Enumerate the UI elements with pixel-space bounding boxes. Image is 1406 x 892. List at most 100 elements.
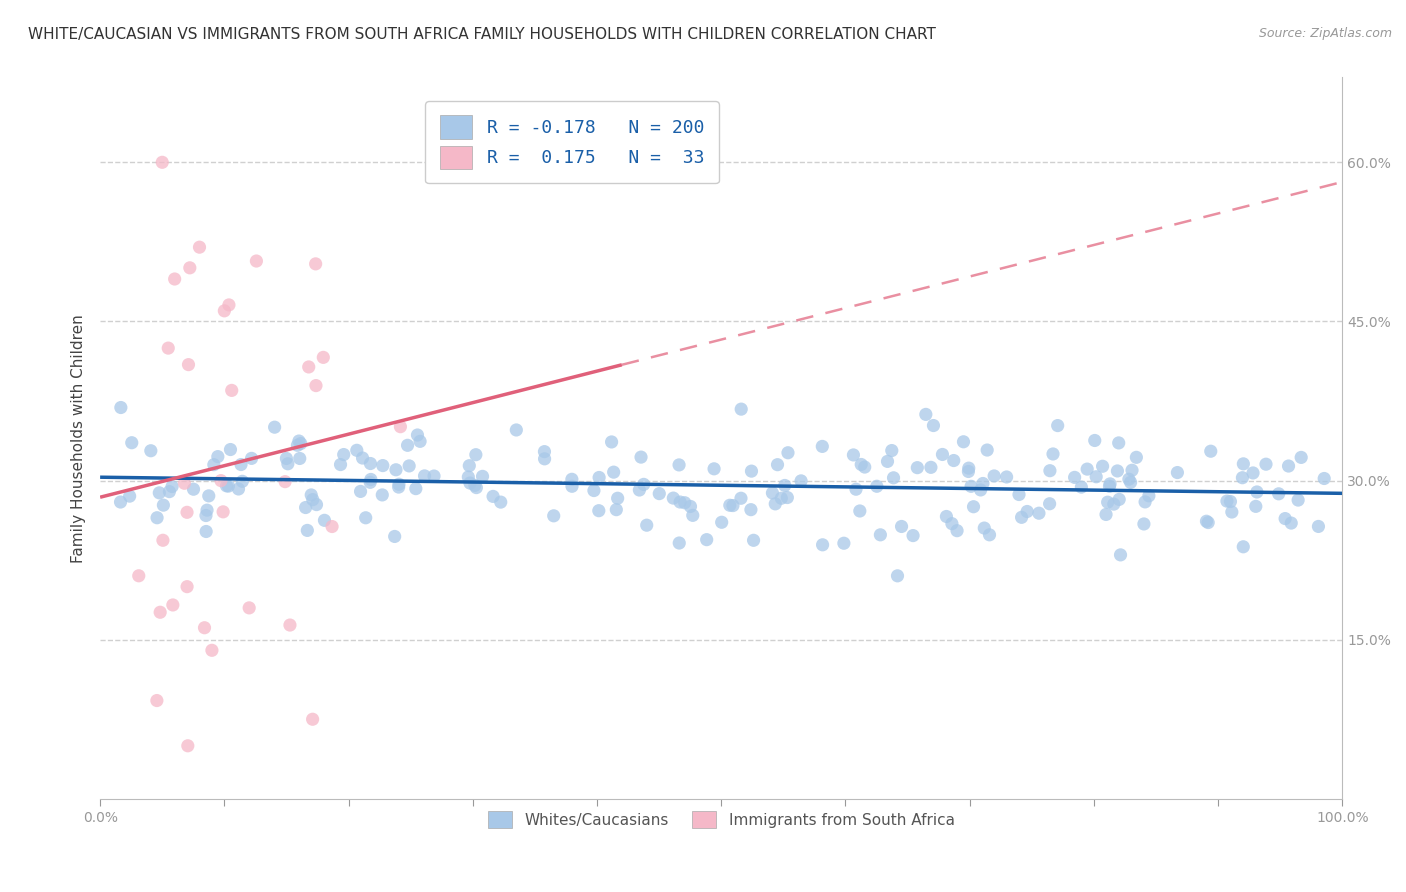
Point [195,503,218,517]
Point [1102,497,1125,511]
Point [561,472,583,486]
Point [1070,480,1092,494]
Point [914,408,936,422]
Point [304,257,326,271]
Point [464,478,486,492]
Point [177,358,200,372]
Text: Source: ZipAtlas.com: Source: ZipAtlas.com [1258,27,1392,40]
Point [202,458,225,472]
Point [294,500,316,515]
Point [359,457,381,471]
Point [349,484,371,499]
Point [1232,457,1254,471]
Point [718,498,741,512]
Point [389,419,412,434]
Point [922,418,945,433]
Point [409,434,432,449]
Point [388,477,411,491]
Point [710,516,733,530]
Point [1199,444,1222,458]
Point [287,438,309,452]
Point [217,479,239,493]
Point [721,499,744,513]
Point [886,569,908,583]
Point [1166,466,1188,480]
Point [1232,471,1254,485]
Point [148,486,170,500]
Point [742,533,765,548]
Point [946,524,969,538]
Point [776,491,799,505]
Point [301,492,323,507]
Point [995,470,1018,484]
Point [371,458,394,473]
Point [880,443,903,458]
Point [832,536,855,550]
Point [1308,519,1330,533]
Point [1289,450,1312,465]
Point [1277,458,1299,473]
Point [489,495,512,509]
Point [238,600,260,615]
Point [1197,516,1219,530]
Point [588,470,610,484]
Point [730,491,752,506]
Point [845,482,868,496]
Point [730,402,752,417]
Point [163,272,186,286]
Point [668,458,690,472]
Point [1121,463,1143,477]
Point [212,505,235,519]
Point [110,495,132,509]
Point [1076,462,1098,476]
Point [413,469,436,483]
Point [1125,450,1147,465]
Point [763,497,786,511]
Point [176,505,198,519]
Point [312,351,335,365]
Point [221,384,243,398]
Point [297,524,319,538]
Point [299,488,322,502]
Point [869,528,891,542]
Point [471,469,494,483]
Point [673,496,696,510]
Point [979,528,1001,542]
Point [277,457,299,471]
Point [1099,476,1122,491]
Point [811,538,834,552]
Y-axis label: Family Households with Children: Family Households with Children [72,314,86,563]
Point [1195,514,1218,528]
Point [696,533,718,547]
Point [1097,495,1119,509]
Legend: Whites/Caucasians, Immigrants from South Africa: Whites/Caucasians, Immigrants from South… [482,805,960,835]
Point [766,458,789,472]
Point [740,502,762,516]
Point [1274,511,1296,525]
Point [214,303,236,318]
Point [1216,494,1239,508]
Point [305,498,328,512]
Point [628,483,651,497]
Point [396,438,419,452]
Point [405,482,427,496]
Point [957,461,980,475]
Point [359,475,381,490]
Point [606,491,628,506]
Point [962,500,984,514]
Point [983,469,1005,483]
Point [197,489,219,503]
Point [398,458,420,473]
Point [128,568,150,582]
Point [457,470,479,484]
Point [770,491,793,506]
Point [110,401,132,415]
Point [314,513,336,527]
Point [600,434,623,449]
Point [960,479,983,493]
Point [740,464,762,478]
Point [679,500,702,514]
Point [942,453,965,467]
Point [876,454,898,468]
Point [245,254,267,268]
